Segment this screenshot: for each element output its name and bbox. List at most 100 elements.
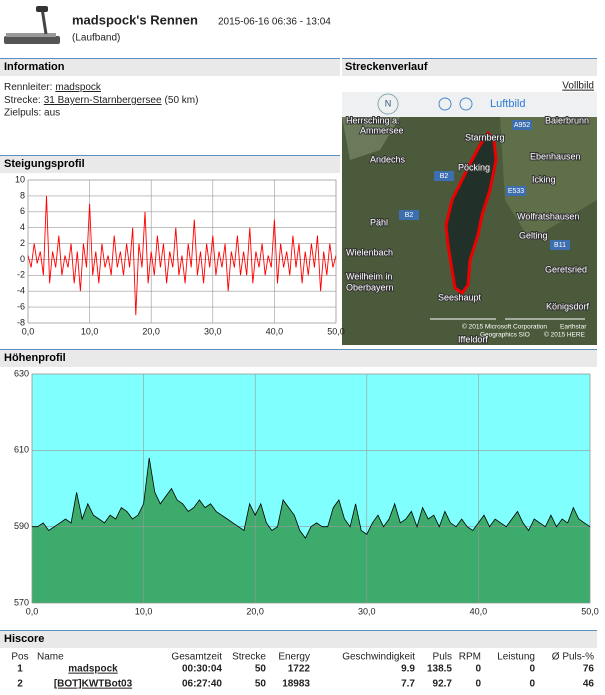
map-label: Weilheim in <box>346 271 392 281</box>
map-label: Wielenbach <box>346 247 393 257</box>
table-cell: 76 <box>583 664 595 675</box>
player-link[interactable]: [BOT]KWTBot03 <box>54 679 133 690</box>
x-tick-label: 10,0 <box>135 606 153 616</box>
column-header: Leistung <box>497 652 535 663</box>
road-label: B2 <box>405 212 414 219</box>
road-shield <box>550 240 570 250</box>
road-shield <box>506 186 526 196</box>
map-copyright: Earthstar <box>560 324 587 331</box>
map-label: Pöcking <box>458 162 490 172</box>
map-copyright: Geographics SIO <box>480 332 530 339</box>
road-shield <box>512 120 532 130</box>
column-header: Name <box>37 652 64 663</box>
column-header: Ø Puls-% <box>552 652 594 663</box>
y-tick-label: 630 <box>14 368 29 378</box>
y-tick-label: 4 <box>20 222 25 232</box>
zoom-out[interactable] <box>438 97 452 111</box>
y-tick-label: -2 <box>17 270 25 280</box>
column-header: RPM <box>459 652 481 663</box>
y-tick-label: 10 <box>15 174 25 184</box>
label: Strecke: <box>4 95 41 106</box>
column-header: Puls <box>433 652 452 663</box>
zoom-in[interactable] <box>459 97 473 111</box>
section-header <box>342 58 597 76</box>
road-label: A952 <box>514 122 530 129</box>
section-title: Hiscore <box>4 633 44 645</box>
leader-link[interactable]: madspock <box>55 82 102 93</box>
section-title: Streckenverlauf <box>345 61 428 73</box>
table-cell: 1722 <box>288 664 311 675</box>
map-terrain <box>342 117 400 160</box>
route-length: (50 km) <box>165 95 199 106</box>
map-label: Herrsching a. <box>346 115 400 125</box>
table-cell: 00:30:04 <box>182 664 222 675</box>
y-tick-label: 8 <box>20 190 25 200</box>
section-header <box>0 349 597 367</box>
y-tick-label: 0 <box>20 254 25 264</box>
table-cell: 92.7 <box>433 679 453 690</box>
table-cell: 9.9 <box>401 664 415 675</box>
fullscreen-link[interactable]: Vollbild <box>562 81 594 92</box>
column-header: Pos <box>11 652 28 663</box>
section-header <box>0 155 340 173</box>
y-tick-label: -4 <box>17 286 25 296</box>
section-title: Steigungsprofil <box>4 158 85 170</box>
table-cell: 18983 <box>282 679 310 690</box>
column-header: Energy <box>278 652 310 663</box>
section-header <box>0 630 597 648</box>
map-label: Wolfratshausen <box>517 211 579 221</box>
table-cell: 50 <box>255 679 267 690</box>
race-time: 2015-06-16 06:36 - 13:04 <box>218 17 331 28</box>
road-label: E533 <box>508 188 524 195</box>
y-tick-label: 590 <box>14 521 29 531</box>
label: Rennleiter: <box>4 82 52 93</box>
road-label: B11 <box>554 242 566 249</box>
y-tick-label: 2 <box>20 238 25 248</box>
section-title: Information <box>4 61 65 73</box>
table-cell: 0 <box>475 679 481 690</box>
table-cell: 138.5 <box>427 664 452 675</box>
map-label: Pähl <box>370 217 388 227</box>
x-tick-label: 10,0 <box>81 326 99 336</box>
map-label: Ammersee <box>360 125 404 135</box>
section-title: Höhenprofil <box>4 352 66 364</box>
column-header: Geschwindigkeit <box>342 652 415 663</box>
compass[interactable] <box>377 93 399 115</box>
map-label: Geretsried <box>545 264 587 274</box>
map-copyright: © 2015 Microsoft Corporation <box>462 323 547 331</box>
player-link[interactable]: madspock <box>68 664 118 675</box>
area-fill <box>32 458 590 603</box>
x-tick-label: 30,0 <box>358 606 376 616</box>
y-tick-label: 6 <box>20 206 25 216</box>
data-line <box>27 195 337 316</box>
x-tick-label: 0,0 <box>26 606 39 616</box>
section-header <box>0 58 340 76</box>
race-mode: (Laufband) <box>72 33 120 44</box>
route-line: Strecke: 31 Bayern-Starnbergersee (50 km) <box>4 95 198 106</box>
x-tick-label: 30,0 <box>204 326 222 336</box>
route-path <box>444 130 498 296</box>
map-type[interactable]: Luftbild <box>490 98 525 110</box>
map-label: Oberbayern <box>346 282 394 292</box>
column-header: Gesamtzeit <box>171 652 222 663</box>
x-tick-label: 40,0 <box>470 606 488 616</box>
y-tick-label: -8 <box>17 317 25 327</box>
route-link[interactable]: 31 Bayern-Starnbergersee <box>44 95 162 106</box>
table-cell: 06:27:40 <box>182 679 222 690</box>
map-label: Andechs <box>370 154 406 164</box>
map-terrain <box>500 117 597 240</box>
table-cell: 2 <box>17 679 23 690</box>
plot-area <box>27 179 337 324</box>
y-tick-label: 610 <box>14 445 29 455</box>
x-tick-label: 20,0 <box>142 326 160 336</box>
map-label: Iffeldorf <box>458 334 488 344</box>
x-tick-label: 50,0 <box>327 326 345 336</box>
data-line <box>32 457 591 539</box>
y-tick-label: -6 <box>17 301 25 311</box>
map-toolbar <box>342 92 597 117</box>
column-header: Strecke <box>232 652 266 663</box>
table-cell: 0 <box>475 664 481 675</box>
table-cell: 46 <box>583 679 595 690</box>
map-label: Ebenhausen <box>530 151 581 161</box>
